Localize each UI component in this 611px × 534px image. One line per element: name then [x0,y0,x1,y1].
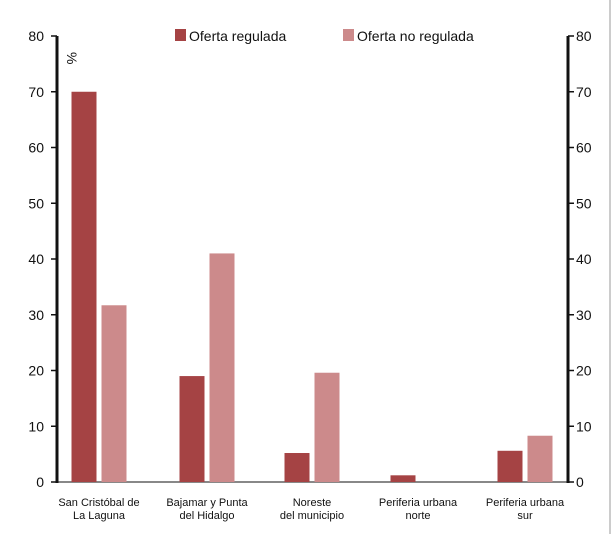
bar [527,435,553,482]
bar [71,91,97,482]
left-tick-label: 70 [28,84,44,100]
bar [497,450,523,482]
left-tick-label: 0 [36,474,44,490]
legend: Oferta regulada Oferta no regulada [175,28,474,44]
category-label: San Cristóbal de [58,497,139,509]
category-label: sur [517,510,533,522]
bar [390,475,416,482]
legend-label: Oferta regulada [189,28,286,44]
category-label: La Laguna [73,510,126,522]
y-ticks: 0 0 10 10 20 20 30 30 40 40 50 50 60 60 70 70 80 80 [28,28,591,490]
right-tick-label: 80 [576,28,592,44]
right-tick-label: 10 [576,418,592,434]
right-tick-label: 0 [576,474,584,490]
category-label: del Hidalgo [179,510,234,522]
category-label: norte [405,510,430,522]
category-label: Periferia urbana [486,497,565,509]
legend-label: Oferta no regulada [357,28,474,44]
left-tick-label: 20 [28,363,44,379]
legend-swatch [343,29,354,41]
category-label: del municipio [280,510,344,522]
left-tick-label: 50 [28,195,44,211]
bars [71,91,553,482]
bar [101,305,127,482]
right-tick-label: 70 [576,84,592,100]
right-tick-label: 20 [576,363,592,379]
left-tick-label: 30 [28,307,44,323]
category-label: Bajamar y Punta [166,497,248,509]
bar [314,372,340,482]
category-label: Noreste [293,497,332,509]
bar [284,453,310,482]
bar [209,253,235,482]
right-tick-label: 30 [576,307,592,323]
right-tick-label: 60 [576,140,592,156]
y-unit-label: % [64,52,80,64]
left-tick-label: 60 [28,140,44,156]
right-tick-label: 40 [576,251,592,267]
left-tick-label: 10 [28,418,44,434]
right-tick-label: 50 [576,195,592,211]
bar [179,376,205,482]
legend-swatch [175,29,186,41]
left-tick-label: 80 [28,28,44,44]
left-tick-label: 40 [28,251,44,267]
category-label: Periferia urbana [379,497,458,509]
